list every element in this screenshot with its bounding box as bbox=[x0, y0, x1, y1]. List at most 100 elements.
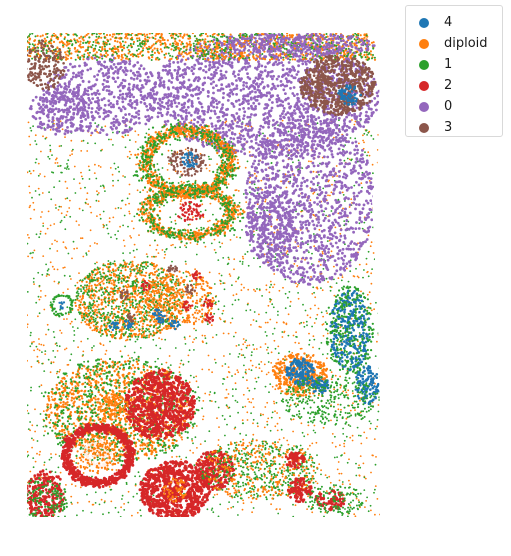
scatter-point bbox=[89, 245, 92, 247]
scatter-point bbox=[351, 128, 355, 131]
scatter-point bbox=[233, 268, 235, 271]
scatter-point bbox=[141, 329, 143, 332]
scatter-point bbox=[247, 128, 251, 132]
scatter-point bbox=[312, 192, 315, 195]
scatter-point bbox=[57, 209, 60, 211]
scatter-point bbox=[288, 121, 292, 125]
scatter-point bbox=[206, 295, 209, 297]
scatter-point bbox=[288, 106, 292, 110]
scatter-point bbox=[42, 135, 44, 138]
scatter-point bbox=[73, 334, 76, 336]
scatter-point bbox=[96, 190, 98, 193]
scatter-point bbox=[301, 271, 305, 275]
scatter-point bbox=[358, 434, 360, 437]
scatter-point bbox=[121, 494, 124, 497]
scatter-point bbox=[231, 82, 235, 86]
scatter-point bbox=[112, 216, 115, 219]
scatter-point bbox=[220, 41, 224, 45]
scatter-point bbox=[185, 275, 188, 278]
scatter-point bbox=[270, 475, 273, 478]
scatter-point bbox=[370, 471, 372, 474]
scatter-point bbox=[266, 61, 270, 65]
scatter-point bbox=[290, 418, 292, 420]
scatter-point bbox=[53, 280, 56, 283]
scatter-point bbox=[223, 418, 226, 421]
scatter-point bbox=[325, 214, 327, 217]
scatter-point bbox=[285, 84, 289, 88]
scatter-point bbox=[82, 255, 85, 258]
scatter-point bbox=[235, 280, 237, 283]
scatter-point bbox=[306, 508, 308, 510]
scatter-point bbox=[54, 239, 56, 242]
scatter-point bbox=[243, 356, 246, 359]
scatter-point bbox=[277, 345, 280, 348]
scatter-point bbox=[269, 109, 273, 112]
scatter-point bbox=[353, 148, 357, 152]
scatter-point bbox=[242, 97, 245, 101]
scatter-point bbox=[283, 467, 286, 470]
scatter-point bbox=[36, 348, 39, 351]
scatter-point bbox=[139, 191, 142, 194]
scatter-point bbox=[230, 441, 232, 444]
scatter-point bbox=[269, 280, 272, 283]
scatter-point bbox=[223, 282, 226, 284]
scatter-point bbox=[345, 133, 349, 137]
scatter-point bbox=[246, 75, 250, 79]
scatter-point bbox=[252, 406, 255, 408]
scatter-point bbox=[337, 403, 339, 406]
scatter-point bbox=[121, 404, 124, 407]
scatter-point bbox=[66, 187, 69, 190]
scatter-point bbox=[232, 115, 236, 119]
scatter-point bbox=[32, 466, 35, 469]
scatter-point bbox=[56, 250, 59, 252]
scatter-point bbox=[365, 257, 368, 260]
scatter-point bbox=[257, 102, 261, 106]
scatter-point bbox=[180, 180, 183, 183]
scatter-point bbox=[46, 269, 49, 272]
scatter-point bbox=[223, 305, 226, 307]
scatter-point bbox=[284, 77, 288, 80]
scatter-point bbox=[271, 385, 274, 388]
scatter-point bbox=[321, 252, 324, 255]
scatter-point bbox=[247, 264, 250, 267]
scatter-point bbox=[148, 128, 150, 131]
scatter-point bbox=[312, 335, 315, 338]
scatter-point bbox=[233, 335, 235, 338]
scatter-point bbox=[191, 72, 195, 76]
scatter-point bbox=[27, 314, 29, 317]
scatter-point bbox=[54, 453, 57, 456]
scatter-point bbox=[241, 263, 244, 265]
scatter-point bbox=[104, 125, 107, 128]
scatter-point bbox=[284, 131, 288, 135]
scatter-point bbox=[302, 250, 306, 254]
scatter-point bbox=[367, 510, 370, 513]
scatter-point bbox=[361, 186, 363, 189]
scatter-point bbox=[253, 159, 257, 163]
scatter-point bbox=[280, 392, 282, 395]
scatter-point bbox=[231, 126, 235, 130]
scatter-point bbox=[186, 405, 188, 408]
scatter-point bbox=[301, 209, 303, 212]
scatter-point bbox=[53, 268, 56, 271]
scatter-point bbox=[358, 222, 361, 225]
scatter-point bbox=[84, 186, 86, 189]
scatter-point bbox=[372, 172, 374, 175]
scatter-point bbox=[314, 431, 317, 434]
scatter-point bbox=[234, 382, 237, 385]
scatter-point bbox=[46, 273, 49, 276]
scatter-point bbox=[318, 173, 320, 176]
scatter-point bbox=[244, 166, 247, 169]
scatter-point bbox=[277, 512, 280, 515]
scatter-point bbox=[372, 77, 376, 81]
scatter-point bbox=[217, 259, 220, 261]
scatter-point bbox=[71, 387, 74, 389]
scatter-point bbox=[247, 398, 250, 400]
scatter-point bbox=[257, 65, 261, 68]
scatter-point bbox=[233, 258, 236, 261]
scatter-point bbox=[113, 260, 116, 263]
scatter-point bbox=[251, 364, 254, 367]
scatter-point bbox=[193, 63, 197, 67]
scatter-point bbox=[204, 392, 207, 395]
scatter-point bbox=[206, 90, 210, 93]
scatter-point bbox=[234, 426, 237, 429]
